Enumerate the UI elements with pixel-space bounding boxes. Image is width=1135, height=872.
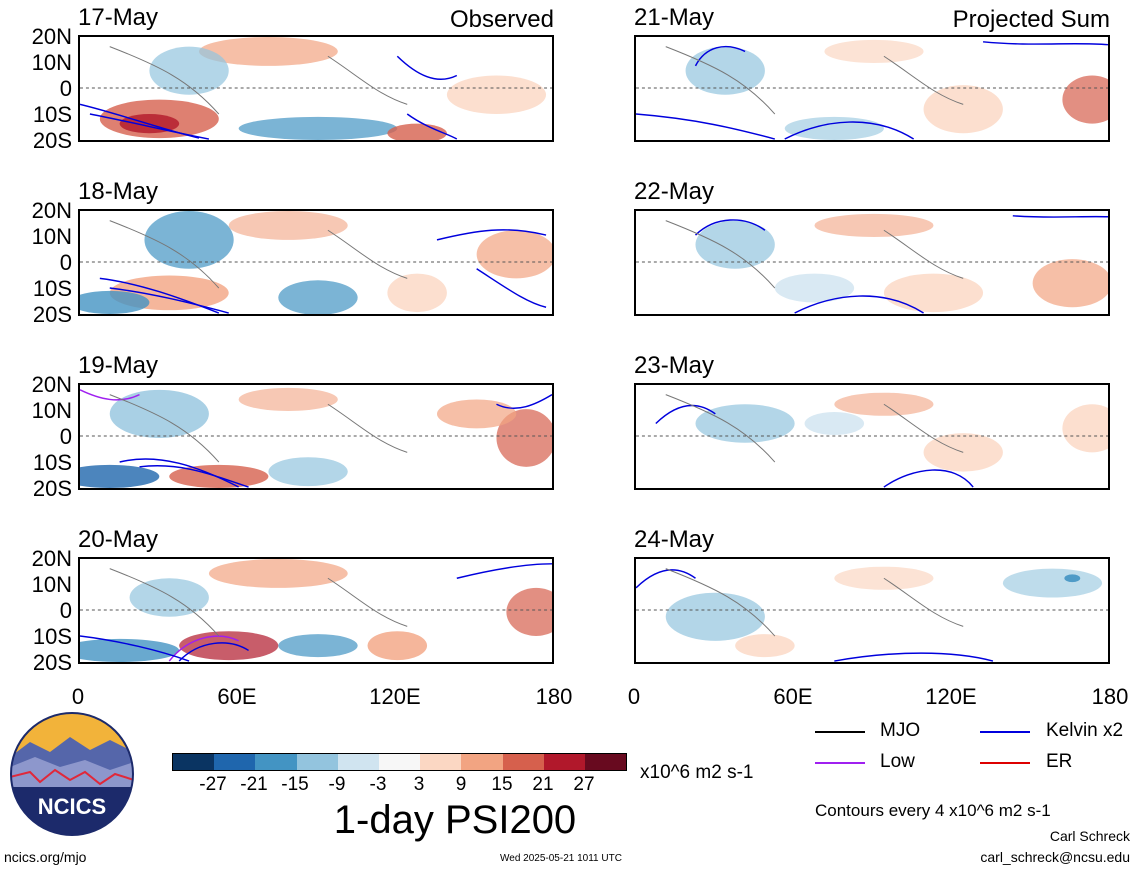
lat-label-20s: 20S (32, 128, 72, 153)
lat-label-20n: 20N (31, 546, 72, 571)
colorbar-swatch (584, 754, 627, 770)
colorbar-swatch (214, 754, 256, 770)
panel-tag-label: Projected Sum (952, 6, 1110, 33)
map-field (80, 37, 552, 140)
colorbar-tick-label: 21 (532, 774, 554, 795)
panel-tag-label: Observed (449, 6, 554, 33)
panel-date-label: 19-May (78, 352, 159, 379)
lon-label-120e: 120E (369, 684, 421, 709)
legend-label-er: ER (1046, 751, 1073, 772)
colorbar-tick-label: 3 (413, 774, 425, 795)
panel-date-label: 23-May (634, 352, 715, 379)
colorbar-tick-label: 9 (455, 774, 467, 795)
map-field (636, 213, 1108, 314)
map-panel (634, 383, 1110, 490)
lat-label-20n: 20N (31, 372, 72, 397)
map-panel (78, 209, 554, 316)
lat-label-10n: 10N (31, 224, 72, 249)
legend-label-mjo: MJO (880, 720, 921, 741)
map-field (636, 392, 1108, 488)
legend-line-kelvin (980, 731, 1030, 733)
map-panel (78, 383, 554, 490)
map-field (636, 39, 1108, 140)
map-panel (634, 209, 1110, 316)
colorbar-swatch (337, 754, 379, 770)
lon-label-180: 180 (535, 684, 573, 709)
colorbar-swatch (502, 754, 544, 770)
colorbar-tick-label: -21 (240, 774, 268, 795)
lat-label-10s: 10S (32, 624, 72, 649)
lat-label-10s: 10S (32, 450, 72, 475)
panel-date-label: 24-May (634, 526, 715, 553)
lat-label-eq: 0 (59, 250, 72, 275)
author-name: Carl Schreck (1049, 828, 1130, 844)
lat-label-20s: 20S (32, 476, 72, 501)
logo-text: NCICS (38, 794, 106, 819)
map-panel (634, 557, 1110, 664)
contour-note: Contours every 4 x10^6 m2 s-1 (815, 801, 1051, 820)
lat-label-20n: 20N (31, 24, 72, 49)
map-panel (78, 557, 554, 664)
colorbar-tick-label: 15 (491, 774, 513, 795)
lon-label-180: 180 (1091, 684, 1129, 709)
colorbar-tick-label: -9 (328, 774, 346, 795)
legend-label-low: Low (880, 751, 915, 772)
map-field (80, 559, 552, 662)
legend-line-mjo (815, 731, 865, 733)
colorbar-units: x10^6 m2 s-1 (640, 762, 754, 783)
lat-label-10n: 10N (31, 50, 72, 75)
lat-label-10n: 10N (31, 398, 72, 423)
lon-label-120e: 120E (925, 684, 977, 709)
colorbar-swatch (378, 754, 421, 770)
colorbar (172, 753, 627, 771)
colorbar-tick-label: 27 (573, 774, 595, 795)
lat-label-20n: 20N (31, 198, 72, 223)
colorbar-swatch (461, 754, 503, 770)
lat-label-10s: 10S (32, 102, 72, 127)
panel-date-label: 21-May (634, 4, 715, 31)
colorbar-tick-label: -27 (199, 774, 227, 795)
map-panel (634, 35, 1110, 142)
panel-date-label: 22-May (634, 178, 715, 205)
lon-label-0: 0 (71, 684, 85, 709)
map-field (636, 566, 1108, 662)
lat-label-eq: 0 (59, 76, 72, 101)
legend-line-low (815, 762, 865, 764)
colorbar-swatch (255, 754, 297, 770)
chart-title: 1-day PSI200 (333, 798, 577, 842)
colorbar-tick-label: -15 (281, 774, 309, 795)
lat-label-eq: 0 (59, 598, 72, 623)
lat-label-20s: 20S (32, 650, 72, 675)
legend-label-kelvin: Kelvin x2 (1046, 720, 1124, 741)
timestamp: Wed 2025-05-21 1011 UTC (500, 853, 622, 864)
colorbar-swatch (420, 754, 462, 770)
map-panel (78, 35, 554, 142)
colorbar-tick-label: -3 (369, 774, 387, 795)
ncics-logo: NCICS (10, 712, 134, 836)
legend-line-er (980, 762, 1030, 764)
map-field (80, 387, 552, 488)
map-field (80, 211, 552, 314)
panel-date-label: 17-May (78, 4, 159, 31)
site-url: ncics.org/mjo (4, 849, 87, 865)
colorbar-swatch (296, 754, 338, 770)
lat-label-20s: 20S (32, 302, 72, 327)
lat-label-eq: 0 (59, 424, 72, 449)
colorbar-swatch (173, 754, 215, 770)
lon-label-60e: 60E (773, 684, 813, 709)
lon-label-60e: 60E (217, 684, 257, 709)
panel-date-label: 20-May (78, 526, 159, 553)
colorbar-swatch (543, 754, 585, 770)
lon-label-0: 0 (627, 684, 641, 709)
lat-label-10n: 10N (31, 572, 72, 597)
author-email: carl_schreck@ncsu.edu (980, 849, 1130, 865)
lat-label-10s: 10S (32, 276, 72, 301)
panel-date-label: 18-May (78, 178, 159, 205)
